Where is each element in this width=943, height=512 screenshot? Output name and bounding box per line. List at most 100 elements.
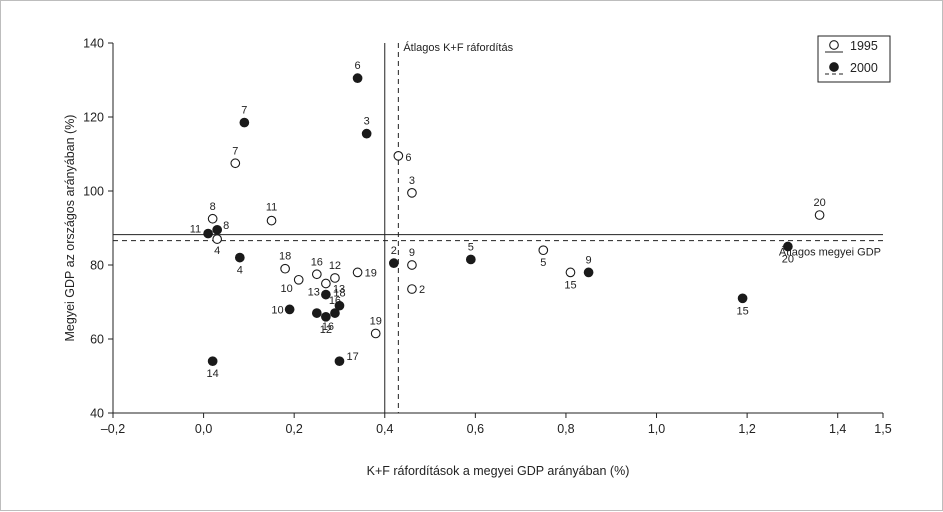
point-label-2000-16: 16 — [322, 321, 334, 333]
y-tick-label: 120 — [83, 111, 104, 125]
point-label-1995-4: 4 — [214, 245, 220, 257]
point-label-1995-12: 12 — [329, 260, 341, 272]
point-1995-18 — [280, 263, 290, 274]
point-2000-17 — [334, 356, 345, 367]
point-label-2000-10: 10 — [271, 304, 283, 316]
avg-rd-label: Átlagos K+F ráfordítás — [403, 41, 513, 54]
y-axis-label: Megyei GDP az országos arányában (%) — [63, 115, 77, 342]
point-1995-2 — [407, 284, 417, 294]
point-label-1995-2: 2 — [419, 284, 425, 296]
x-tick-label: 0,8 — [557, 422, 574, 436]
point-label-1995-19: 19 — [365, 267, 377, 279]
x-tick-label: 1,5 — [874, 422, 891, 436]
point-label-2000-11: 11 — [190, 224, 201, 236]
point-2000-7 — [239, 117, 250, 128]
point-label-2000-4: 4 — [237, 265, 243, 277]
point-2000-14 — [207, 356, 218, 367]
point-1995-3 — [407, 188, 417, 198]
point-label-1995-3: 3 — [409, 175, 415, 187]
point-label-1995-9: 9 — [409, 247, 415, 259]
point-label-2000-20: 20 — [782, 254, 794, 266]
y-tick-label: 60 — [90, 333, 104, 347]
point-label-2000-3: 3 — [364, 116, 370, 128]
point-label-2000-9: 9 — [586, 254, 592, 266]
point-1995-6 — [393, 151, 404, 161]
point-2000-11 — [203, 228, 213, 239]
point-2000-4 — [234, 252, 245, 263]
point-1995-19 — [352, 267, 363, 278]
point-label-2000-6: 6 — [355, 60, 361, 72]
x-tick-label: 0,4 — [376, 422, 393, 436]
point-label-1995-7: 7 — [232, 145, 238, 157]
point-label-2000-17: 17 — [346, 351, 358, 363]
point-label-2000-2: 2 — [391, 245, 397, 257]
point-2000-6 — [352, 73, 363, 83]
avg-gdp-label: Átlagos megyei GDP — [779, 246, 881, 259]
y-tick-label: 140 — [83, 37, 104, 51]
point-1995-16 — [311, 269, 322, 280]
x-axis-label: K+F ráfordítások a megyei GDP arányában … — [367, 464, 630, 478]
point-label-1995-18: 18 — [279, 251, 291, 263]
point-2000-13 — [321, 289, 331, 300]
legend-marker-1995 — [829, 40, 839, 50]
legend-label-1995: 1995 — [850, 39, 878, 53]
point-label-2000-12: 12 — [320, 324, 332, 336]
y-tick-label: 40 — [90, 407, 104, 421]
point-1995-15 — [565, 267, 576, 278]
point-1995-12 — [330, 273, 340, 283]
legend-marker-2000 — [829, 62, 839, 72]
point-label-2000-18: 18 — [333, 288, 345, 300]
point-2000-3 — [361, 128, 372, 139]
point-label-1995-19: 19 — [370, 315, 382, 327]
point-label-2000-8: 8 — [223, 220, 229, 232]
point-label-1995-10: 10 — [280, 283, 292, 295]
x-tick-label: 1,4 — [829, 422, 846, 436]
data-points: 2 3 4 5 6 7 8 9 10 11 12 13 15 16 18 19 19 20 2 3 4 5 6 7 8 9 10 11… — [190, 60, 826, 380]
point-label-1995-15: 15 — [564, 279, 576, 291]
x-tick-label: 0,6 — [467, 422, 484, 436]
point-1995-20 — [814, 210, 825, 220]
point-label-2000-5: 5 — [468, 241, 474, 253]
point-1995-7 — [230, 158, 241, 169]
point-1995-13 — [321, 278, 331, 289]
reference-lines: Átlagos K+F ráfordítás Átlagos megyei GDP — [113, 41, 883, 413]
point-label-1995-16: 16 — [311, 256, 323, 268]
point-label-1995-11: 11 — [266, 202, 277, 214]
x-tick-label: –0,2 — [101, 422, 125, 436]
legend-label-2000: 2000 — [850, 61, 878, 75]
point-label-2000-14: 14 — [207, 368, 219, 380]
point-2000-9 — [583, 267, 594, 278]
point-label-2000-7: 7 — [241, 105, 247, 117]
point-2000-8 — [212, 225, 223, 235]
point-1995-10 — [293, 274, 304, 285]
x-tick-label: 1,2 — [738, 422, 755, 436]
point-2000-16 — [311, 308, 322, 318]
point-1995-4 — [212, 234, 223, 244]
point-1995-9 — [407, 260, 417, 270]
point-1995-5 — [538, 245, 549, 256]
point-2000-18 — [334, 300, 345, 311]
point-1995-19 — [370, 328, 381, 339]
point-1995-11 — [266, 215, 277, 226]
y-tick-label: 80 — [90, 259, 104, 273]
point-label-1995-13: 13 — [308, 287, 320, 299]
point-2000-10 — [284, 304, 295, 315]
point-label-1995-5: 5 — [540, 257, 546, 269]
point-2000-20 — [783, 241, 793, 252]
point-label-1995-20: 20 — [813, 197, 825, 209]
point-1995-8 — [207, 213, 218, 224]
point-label-2000-13: 13 — [333, 284, 345, 296]
x-tick-label: 0,0 — [195, 422, 212, 436]
y-tick-label: 100 — [83, 185, 104, 199]
point-2000-12 — [321, 311, 331, 322]
point-2000-15 — [737, 293, 748, 304]
x-tick-label: 1,0 — [648, 422, 665, 436]
legend: 1995 2000 — [817, 35, 891, 83]
point-label-1995-6: 6 — [405, 152, 411, 164]
point-2000-16 — [330, 308, 340, 318]
point-label-2000-15: 15 — [736, 305, 748, 317]
point-2000-2 — [388, 258, 399, 269]
x-tick-label: 0,2 — [285, 422, 302, 436]
